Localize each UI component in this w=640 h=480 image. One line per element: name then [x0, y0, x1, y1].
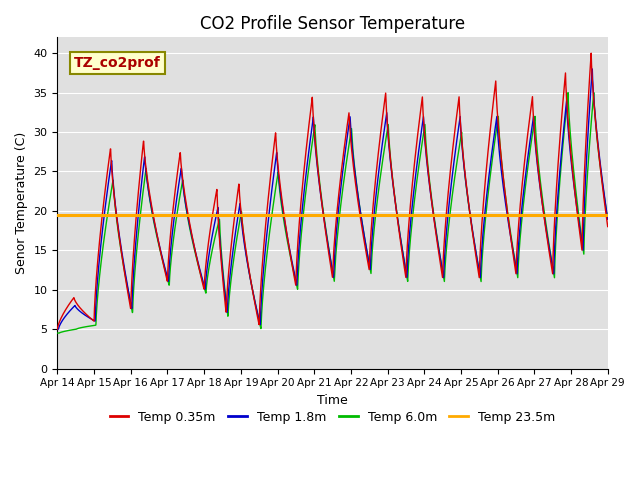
X-axis label: Time: Time — [317, 394, 348, 407]
Legend: Temp 0.35m, Temp 1.8m, Temp 6.0m, Temp 23.5m: Temp 0.35m, Temp 1.8m, Temp 6.0m, Temp 2… — [104, 406, 561, 429]
Title: CO2 Profile Sensor Temperature: CO2 Profile Sensor Temperature — [200, 15, 465, 33]
Y-axis label: Senor Temperature (C): Senor Temperature (C) — [15, 132, 28, 274]
Text: TZ_co2prof: TZ_co2prof — [74, 56, 161, 70]
